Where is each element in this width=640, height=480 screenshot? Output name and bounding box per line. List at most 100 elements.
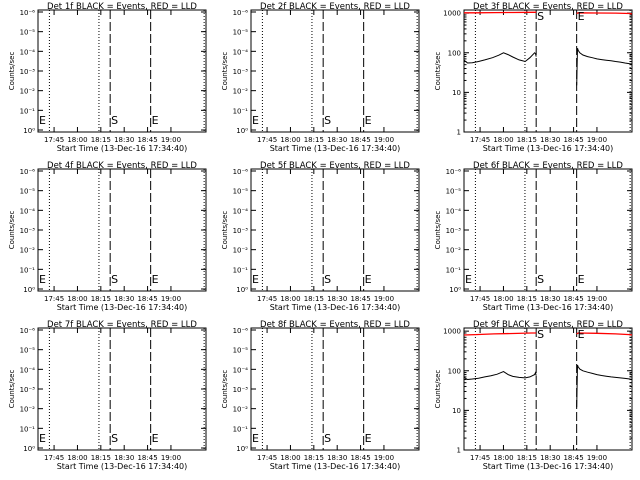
plot-frame: [463, 327, 633, 451]
x-axis-label: Start Time (13-Dec-16 17:34:40): [270, 144, 401, 153]
y-tick-label: 10⁰: [23, 127, 35, 135]
y-tick-label: 10⁰: [23, 286, 35, 294]
y-tick-label: 10⁰: [23, 445, 35, 453]
y-tick-label: 10⁻⁴: [233, 48, 249, 56]
y-tick-label: 10⁻⁴: [20, 48, 36, 56]
x-tick-label: 18:30: [540, 136, 560, 144]
panel-2: Det 2f BLACK = Events, RED = LLD 10⁻⁶ 10⁻⁵…: [221, 2, 420, 153]
x-axis-label: Start Time (13-Dec-16 17:34:40): [483, 462, 614, 471]
x-tick-label: 18:30: [540, 295, 560, 303]
y-tick-label: 1: [457, 129, 461, 137]
x-tick-label: 17:45: [470, 454, 490, 462]
y-tick-label: 1: [457, 447, 461, 455]
panel-title: Det 9f BLACK = Events, RED = LLD: [473, 320, 623, 330]
y-tick-label: 10⁻⁶: [233, 9, 249, 17]
start-marker-label: S: [537, 273, 544, 286]
y-tick-label: 10⁻⁴: [20, 366, 36, 374]
events-series-line-seg1: [463, 52, 537, 64]
x-tick-label: 18:15: [91, 136, 111, 144]
panel-title: Det 5f BLACK = Events, RED = LLD: [260, 161, 410, 171]
events-series-line-seg2: [576, 364, 633, 408]
panel-3: Det 3f BLACK = Events, RED = LLD 1000 100 1…: [434, 2, 633, 153]
start-marker-label: S: [324, 273, 331, 286]
x-tick-label: 18:00: [493, 136, 513, 144]
x-tick-label: 19:00: [374, 454, 394, 462]
y-tick-label: 10⁻²: [233, 247, 249, 255]
y-tick-label: 10⁻¹: [233, 107, 249, 115]
panel-8: Det 8f BLACK = Events, RED = LLD 10⁻⁶ 10⁻⁵…: [221, 320, 420, 471]
start-marker-label: S: [111, 273, 118, 286]
y-tick-label: 10⁻³: [20, 227, 36, 235]
x-tick-label: 18:15: [517, 136, 537, 144]
y-tick-label: 10⁻¹: [20, 107, 36, 115]
end-marker-label-left: E: [39, 432, 46, 445]
x-tick-label: 18:15: [517, 295, 537, 303]
x-tick-label: 17:45: [44, 136, 64, 144]
panel-6: Det 6f BLACK = Events, RED = LLD 10⁻⁶ 10⁻⁵…: [434, 161, 633, 312]
start-marker-label: S: [111, 114, 118, 127]
y-tick-label: 10⁻⁵: [233, 347, 249, 355]
start-marker-label: S: [537, 10, 544, 23]
x-tick-label: 18:45: [137, 295, 157, 303]
panel-9: Det 9f BLACK = Events, RED = LLD 1000 100 1…: [434, 320, 633, 471]
y-tick-label: 10⁻¹: [20, 425, 36, 433]
x-tick-label: 18:00: [493, 454, 513, 462]
y-tick-label: 100: [448, 367, 461, 375]
y-tick-label: 10⁻⁴: [20, 207, 36, 215]
plot-frame: [37, 168, 207, 292]
panel-title: Det 6f BLACK = Events, RED = LLD: [473, 161, 623, 171]
y-tick-label: 10⁻²: [20, 88, 36, 96]
panel-1: Det 1f BLACK = Events, RED = LLD 10⁻⁶ 10⁻⁵…: [8, 2, 207, 153]
x-tick-label: 18:30: [114, 454, 134, 462]
x-tick-label: 18:00: [67, 454, 87, 462]
y-tick-label: 10⁻⁵: [20, 347, 36, 355]
x-tick-label: 18:45: [563, 136, 583, 144]
x-tick-label: 18:30: [327, 136, 347, 144]
y-tick-label: 10⁻⁶: [20, 168, 36, 176]
x-tick-label: 18:15: [304, 295, 324, 303]
y-tick-label: 10⁻⁵: [20, 188, 36, 196]
panel-title: Det 1f BLACK = Events, RED = LLD: [47, 2, 197, 12]
x-tick-label: 18:00: [280, 454, 300, 462]
x-tick-label: 18:15: [91, 454, 111, 462]
y-axis-label: Counts/sec: [221, 52, 229, 91]
x-tick-label: 18:15: [304, 454, 324, 462]
x-tick-label: 17:45: [44, 295, 64, 303]
x-tick-label: 19:00: [161, 136, 181, 144]
panel-title: Det 7f BLACK = Events, RED = LLD: [47, 320, 197, 330]
y-tick-label: 10: [452, 89, 461, 97]
end-marker-label-left: E: [465, 273, 472, 286]
y-tick-label: 10⁻⁶: [446, 168, 462, 176]
x-tick-label: 18:45: [350, 136, 370, 144]
x-tick-label: 17:45: [257, 454, 277, 462]
panel-7: Det 7f BLACK = Events, RED = LLD 10⁻⁶ 10⁻⁵…: [8, 320, 207, 471]
end-marker-label: E: [152, 114, 159, 127]
y-axis-label: Counts/sec: [221, 211, 229, 250]
y-tick-label: 10⁰: [449, 286, 461, 294]
plot-frame: [250, 168, 420, 292]
plot-frame: [250, 327, 420, 451]
y-tick-label: 10⁻⁶: [233, 327, 249, 335]
x-tick-label: 18:45: [350, 454, 370, 462]
y-tick-label: 10⁻⁵: [446, 188, 462, 196]
y-tick-label: 10⁻²: [233, 88, 249, 96]
x-tick-label: 17:45: [470, 136, 490, 144]
x-tick-label: 18:30: [114, 295, 134, 303]
y-tick-label: 100: [448, 49, 461, 57]
x-axis-label: Start Time (13-Dec-16 17:34:40): [270, 462, 401, 471]
plot-frame: [37, 9, 207, 133]
y-tick-label: 10⁻⁴: [446, 207, 462, 215]
end-marker-label: E: [365, 114, 372, 127]
x-tick-label: 18:30: [327, 454, 347, 462]
y-tick-label: 10⁻⁵: [20, 29, 36, 37]
y-tick-label: 10⁻³: [233, 386, 249, 394]
y-tick-label: 10⁻⁵: [233, 188, 249, 196]
x-tick-label: 18:45: [563, 454, 583, 462]
x-tick-label: 19:00: [374, 136, 394, 144]
x-tick-label: 17:45: [44, 454, 64, 462]
x-tick-label: 18:15: [304, 136, 324, 144]
x-tick-label: 17:45: [470, 295, 490, 303]
y-tick-label: 10⁰: [236, 127, 248, 135]
x-tick-label: 19:00: [587, 136, 607, 144]
